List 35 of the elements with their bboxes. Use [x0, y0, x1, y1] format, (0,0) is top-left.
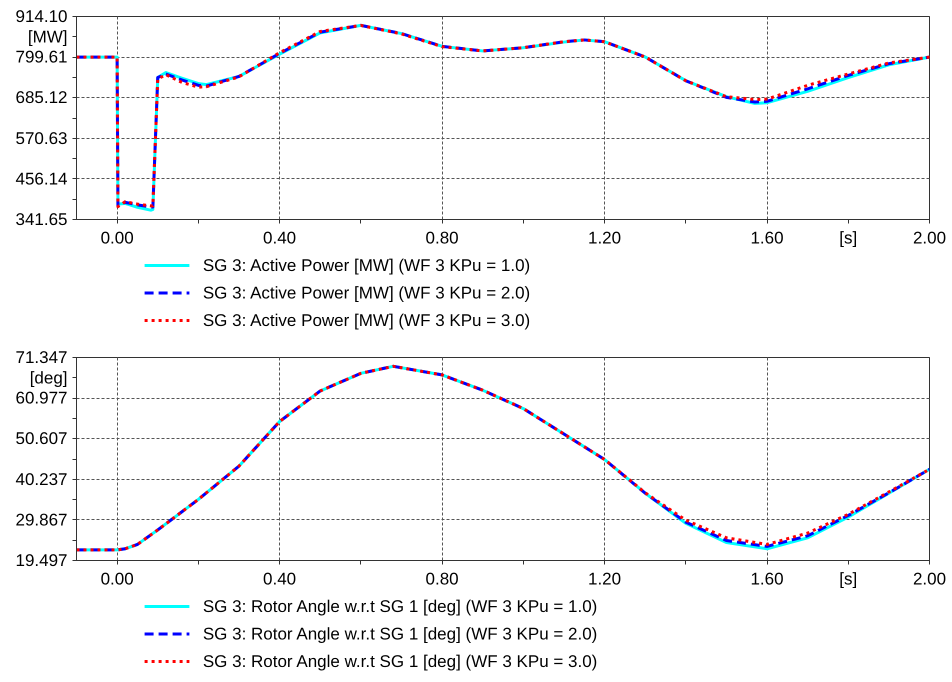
y-tick-label: 799.61 [16, 48, 68, 67]
y-tick-label: 685.12 [16, 88, 68, 108]
x-tick-label: 1.20 [588, 570, 622, 588]
y-tick-label: 40.237 [16, 470, 68, 489]
legend-label: SG 3: Active Power [MW] (WF 3 KPu = 2.0) [202, 284, 530, 302]
x-tick-label: 0.00 [100, 228, 134, 248]
x-tick-label: 0.80 [426, 570, 459, 588]
legend-label: SG 3: Rotor Angle w.r.t SG 1 [deg] (WF 3 KPu = 3.0) [202, 652, 598, 671]
x-tick-label: 0.40 [263, 570, 296, 588]
y-axis-title: [deg] [30, 368, 68, 388]
line-series [76, 364, 930, 552]
y-tick-label: 341.65 [16, 210, 68, 229]
legend-label: SG 3: Rotor Angle w.r.t SG 1 [deg] (WF 3 KPu = 1.0) [202, 597, 598, 616]
y-tick-label: 456.14 [16, 169, 68, 188]
x-tick-label: 1.60 [750, 228, 784, 248]
y-tick-label: 60.977 [16, 388, 68, 408]
x-axis-title: [s] [839, 570, 858, 588]
legend-label: SG 3: Active Power [MW] (WF 3 KPu = 1.0) [202, 256, 530, 275]
x-tick-label: 2.00 [912, 570, 946, 588]
y-tick-label: 19.497 [16, 551, 68, 570]
x-axis-title: [s] [839, 228, 858, 248]
legend-label: SG 3: Active Power [MW] (WF 3 KPu = 3.0) [202, 311, 530, 330]
y-tick-label: 71.347 [16, 348, 68, 367]
x-tick-label: 0.00 [100, 570, 134, 588]
y-tick-label: 50.607 [16, 429, 68, 448]
x-tick-label: 1.20 [588, 228, 622, 248]
x-tick-label: 0.80 [426, 228, 459, 248]
y-axis-title: [MW] [28, 27, 68, 46]
x-tick-label: 0.40 [263, 228, 296, 248]
x-tick-label: 2.00 [912, 228, 946, 248]
y-tick-label: 570.63 [16, 128, 68, 148]
x-tick-label: 1.60 [750, 570, 784, 588]
legend-label: SG 3: Rotor Angle w.r.t SG 1 [deg] (WF 3 KPu = 2.0) [202, 624, 598, 644]
y-tick-label: 914.10 [16, 7, 68, 26]
y-tick-label: 29.867 [16, 510, 68, 530]
